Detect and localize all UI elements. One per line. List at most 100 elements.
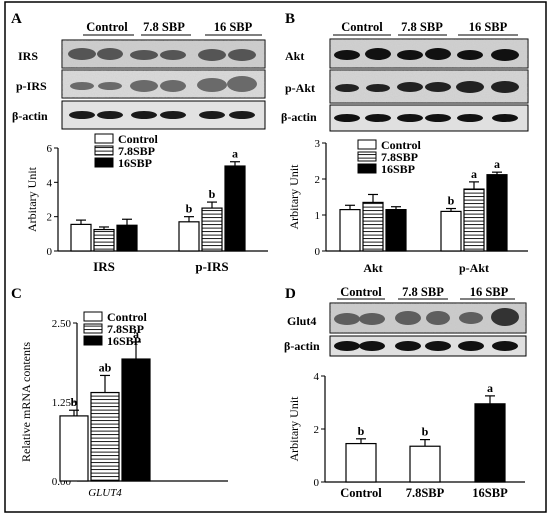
- blot-label: IRS: [18, 49, 38, 63]
- panel-a-blot-beta-actin: β-actin: [12, 100, 266, 130]
- significance-letter: b: [186, 202, 193, 216]
- y-tick-label: 0: [47, 246, 53, 258]
- blot-group-label: 16 SBP: [470, 285, 509, 299]
- x-tick-label: Control: [340, 486, 382, 500]
- significance-letter: a: [494, 157, 500, 171]
- x-tick-label: p-Akt: [459, 261, 489, 275]
- blot-group-label: 16 SBP: [469, 20, 508, 34]
- blot-group-label: 16 SBP: [214, 20, 253, 34]
- x-tick-label: 7.8SBP: [406, 486, 445, 500]
- blot-group-label: Control: [86, 20, 128, 34]
- x-tick-label: 16SBP: [472, 486, 508, 500]
- bar: [463, 188, 485, 252]
- y-axis-label: Arbitary Unit: [287, 396, 301, 462]
- bar: [116, 224, 138, 252]
- blot-label: β-actin: [281, 110, 317, 124]
- y-tick-label: 2: [47, 212, 53, 224]
- panel-d-blot-headers: Control 7.8 SBP 16 SBP: [337, 285, 515, 300]
- panel-b-blot-beta-actin: β-actin: [281, 104, 529, 132]
- x-tick-label: Akt: [363, 261, 382, 275]
- bar: [339, 209, 361, 252]
- legend-label: 16SBP: [118, 156, 152, 170]
- blot-label: p-Akt: [285, 81, 315, 95]
- legend-swatch: [83, 311, 103, 322]
- legend-label: 7.8SBP: [107, 322, 144, 336]
- y-tick-label: 2: [315, 174, 321, 186]
- chart-b: 0 1 2 3 Arbitary Unit b a a Akt p-Akt Control7.8SB…: [287, 138, 528, 275]
- legend-label: 16SBP: [107, 334, 141, 348]
- significance-letter: a: [487, 381, 493, 395]
- figure-border: [4, 1, 547, 513]
- y-axis-label: Relative mRNA contents: [19, 342, 33, 462]
- bar: [440, 210, 462, 252]
- bar: [474, 403, 506, 483]
- bar: [93, 228, 115, 252]
- legend-swatch: [83, 323, 103, 334]
- legend-label: Control: [118, 132, 158, 146]
- legend-swatch: [357, 163, 377, 174]
- blot-group-label: 7.8 SBP: [401, 20, 443, 34]
- legend-swatch: [83, 335, 103, 346]
- y-tick-label: 4: [314, 371, 320, 383]
- bar: [201, 207, 223, 252]
- y-tick-label: 1: [315, 210, 321, 222]
- blot-label: Akt: [285, 49, 304, 63]
- panel-letter-a: A: [11, 11, 22, 27]
- legend-label: 7.8SBP: [381, 150, 418, 164]
- bar: [178, 221, 200, 252]
- significance-letter: b: [71, 395, 78, 409]
- y-tick-label: 3: [315, 138, 321, 150]
- y-tick-label: 0: [315, 246, 321, 258]
- significance-letter: b: [209, 187, 216, 201]
- chart-d: 0 2 4 Arbitary Unit b b a Control 7.8SBP 16SBP: [287, 371, 525, 500]
- x-tick-label: IRS: [93, 259, 115, 274]
- bar: [486, 174, 508, 252]
- panel-b-blot-headers: Control 7.8 SBP 16 SBP: [333, 20, 518, 36]
- panel-letter-c: C: [11, 286, 22, 302]
- bar: [70, 223, 92, 252]
- chart-a: 0 2 4 6 Arbitary Unit b b a IRS p-IRS Control7.8SB…: [25, 132, 268, 274]
- bar: [385, 209, 407, 252]
- y-tick-label: 1.25: [52, 397, 72, 409]
- y-axis-label: Arbitary Unit: [25, 166, 39, 232]
- significance-letter: a: [232, 147, 238, 161]
- panel-a-blot-p-irs: p-IRS: [16, 69, 266, 99]
- panel-d-blot-beta-actin: β-actin: [284, 335, 527, 357]
- panel-a-blot-irs: IRS: [18, 39, 266, 69]
- bar: [59, 415, 89, 482]
- blot-label: β-actin: [284, 339, 320, 353]
- blot-label: p-IRS: [16, 79, 47, 93]
- legend-swatch: [357, 139, 377, 150]
- significance-letter: a: [471, 167, 477, 181]
- bar: [90, 391, 120, 482]
- bar: [409, 445, 441, 483]
- y-tick-label: 4: [47, 177, 53, 189]
- legend-label: 7.8SBP: [118, 144, 155, 158]
- significance-letter: b: [422, 425, 429, 439]
- legend-swatch: [357, 151, 377, 162]
- x-tick-label: GLUT4: [88, 487, 122, 499]
- panel-b-blot-akt: Akt: [285, 38, 529, 69]
- blot-group-label: 7.8 SBP: [143, 20, 185, 34]
- bar: [345, 442, 377, 483]
- panel-d-blot-glut4: Glut4: [287, 302, 527, 334]
- legend-label: 16SBP: [381, 162, 415, 176]
- bar: [224, 165, 246, 252]
- legend-swatch: [94, 133, 114, 144]
- legend-label: Control: [381, 138, 421, 152]
- bar: [362, 201, 384, 252]
- blot-label: Glut4: [287, 314, 316, 328]
- blot-group-label: Control: [340, 285, 382, 299]
- significance-letter: a: [133, 327, 139, 341]
- legend-label: Control: [107, 310, 147, 324]
- panel-letter-d: D: [285, 286, 296, 302]
- y-tick-label: 0: [314, 477, 320, 489]
- blot-group-label: 7.8 SBP: [402, 285, 444, 299]
- panel-b-blot-p-akt: p-Akt: [285, 69, 529, 104]
- x-tick-label: p-IRS: [195, 259, 228, 274]
- y-tick-label: 2.50: [52, 318, 72, 330]
- significance-letter: b: [448, 194, 455, 208]
- y-tick-label: 6: [47, 143, 53, 155]
